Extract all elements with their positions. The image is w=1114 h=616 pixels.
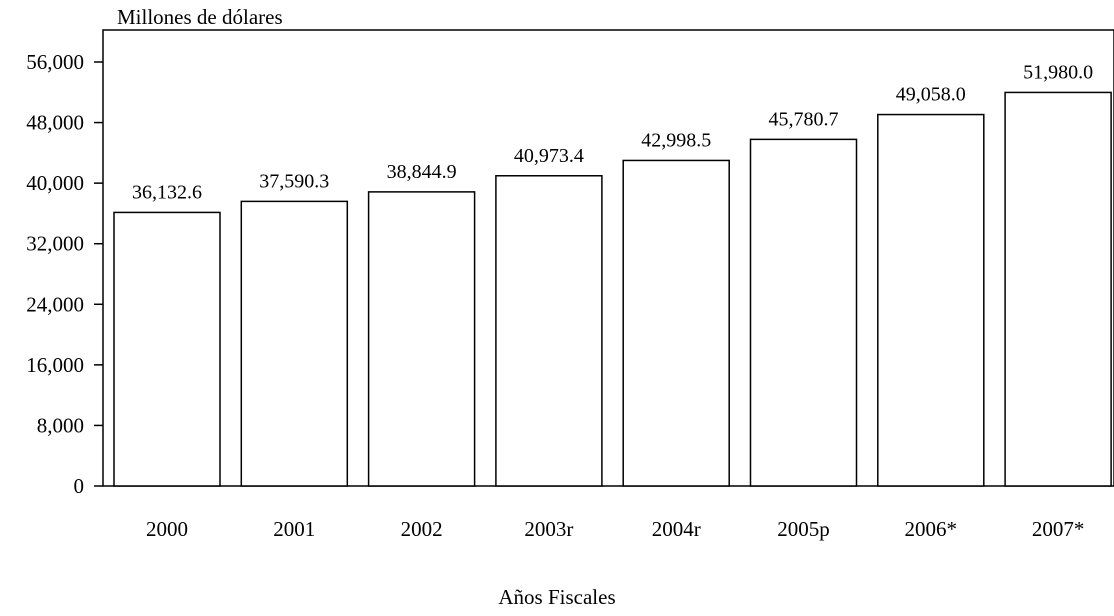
x-tick-label: 2004r: [652, 517, 701, 541]
x-tick-label: 2007*: [1032, 517, 1085, 541]
x-tick-label: 2001: [273, 517, 315, 541]
data-label: 49,058.0: [896, 84, 966, 106]
data-label: 51,980.0: [1023, 61, 1093, 83]
bar: [1004, 91, 1112, 487]
x-tick-label: 2005p: [777, 517, 830, 541]
y-tick-label: 24,000: [26, 292, 84, 316]
y-tick-label: 16,000: [26, 353, 84, 377]
bar: [367, 191, 476, 487]
data-label: 42,998.5: [641, 129, 711, 151]
bar: [113, 211, 221, 487]
x-tick-label: 2003r: [524, 517, 573, 541]
bar: [622, 159, 730, 487]
category-labels: 2000 2001 2002 2003r 2004r 2005p 2006* 2007*: [146, 517, 1084, 541]
y-tick-label: 56,000: [26, 50, 84, 74]
data-label: 45,780.7: [769, 108, 839, 130]
data-label: 38,844.9: [387, 161, 457, 183]
data-label: 36,132.6: [132, 181, 202, 203]
x-tick-label: 2000: [146, 517, 188, 541]
data-label: 37,590.3: [259, 170, 329, 192]
y-axis-title: Millones de dólares: [117, 5, 283, 29]
bar: [495, 175, 603, 487]
y-tick-label: 0: [74, 474, 85, 498]
bar: [749, 138, 858, 487]
bar: [240, 200, 349, 487]
y-tick-label: 48,000: [26, 111, 84, 135]
x-tick-label: 2006*: [905, 517, 958, 541]
y-tick-label: 8,000: [37, 413, 84, 437]
data-label: 40,973.4: [514, 145, 584, 167]
data-labels: 36,132.6 37,590.3 38,844.9 40,973.4 42,998.5…: [132, 61, 1093, 203]
y-tick-label: 32,000: [26, 232, 84, 256]
x-axis-title: Años Fiscales: [498, 585, 615, 609]
bars: [113, 91, 1112, 487]
x-tick-label: 2002: [401, 517, 443, 541]
y-tick-label: 40,000: [26, 171, 84, 195]
y-axis: 0 8,000 16,000 24,000 32,000 40,000 48,000 56,0…: [26, 50, 103, 498]
bar: [877, 113, 985, 487]
plot-frame: [102, 29, 1114, 487]
